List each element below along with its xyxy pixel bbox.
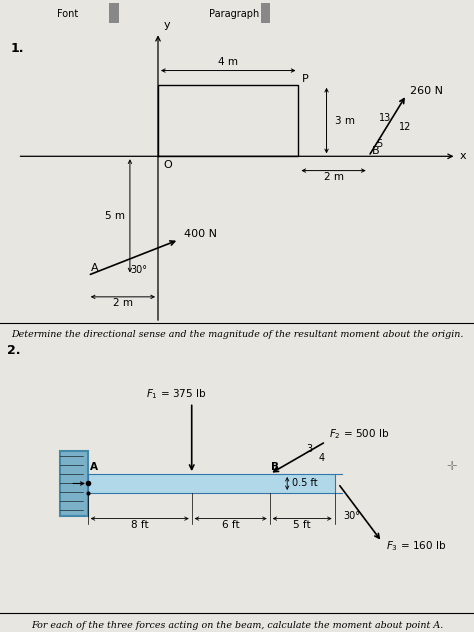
Text: ✛: ✛ (446, 460, 456, 473)
Text: 2.: 2. (7, 344, 20, 357)
Bar (261, 3, 270, 23)
Text: 1.: 1. (10, 42, 24, 55)
Text: A: A (90, 462, 98, 472)
Text: B: B (372, 146, 380, 156)
Bar (109, 3, 118, 23)
Text: 3: 3 (307, 444, 313, 454)
Text: $F_2$ = 500 lb: $F_2$ = 500 lb (329, 428, 390, 441)
Text: A: A (91, 263, 99, 272)
Text: O: O (163, 160, 172, 170)
Text: 2 m: 2 m (113, 298, 133, 308)
Text: 30°: 30° (130, 265, 147, 275)
Text: 4 m: 4 m (218, 57, 238, 66)
Text: P: P (302, 75, 309, 85)
Text: Determine the directional sense and the magnitude of the resultant moment about : Determine the directional sense and the … (11, 330, 463, 339)
Text: 0.5 ft: 0.5 ft (292, 478, 318, 489)
Text: 30°: 30° (343, 511, 360, 521)
Text: 260 N: 260 N (410, 85, 443, 95)
Text: 4: 4 (319, 453, 325, 463)
Text: 12: 12 (399, 122, 411, 132)
Text: 5: 5 (376, 139, 382, 149)
Text: Font: Font (57, 9, 78, 19)
Text: 5 ft: 5 ft (293, 520, 311, 530)
Bar (88, 474, 335, 493)
Text: x: x (460, 151, 466, 161)
Text: 13: 13 (379, 112, 392, 123)
Text: For each of the three forces acting on the beam, calculate the moment about poin: For each of the three forces acting on t… (31, 621, 443, 630)
Text: 3 m: 3 m (335, 116, 356, 126)
Text: 5 m: 5 m (105, 211, 125, 221)
Text: 2 m: 2 m (324, 172, 344, 182)
Text: $F_1$ = 375 lb: $F_1$ = 375 lb (146, 387, 206, 401)
Text: 6 ft: 6 ft (222, 520, 239, 530)
Text: Paragraph: Paragraph (209, 9, 259, 19)
Text: $F_3$ = 160 lb: $F_3$ = 160 lb (385, 539, 446, 553)
Text: 8 ft: 8 ft (131, 520, 148, 530)
Text: B: B (272, 462, 279, 472)
Text: y: y (163, 20, 170, 30)
Text: 400 N: 400 N (184, 229, 217, 240)
Bar (60, 451, 88, 516)
